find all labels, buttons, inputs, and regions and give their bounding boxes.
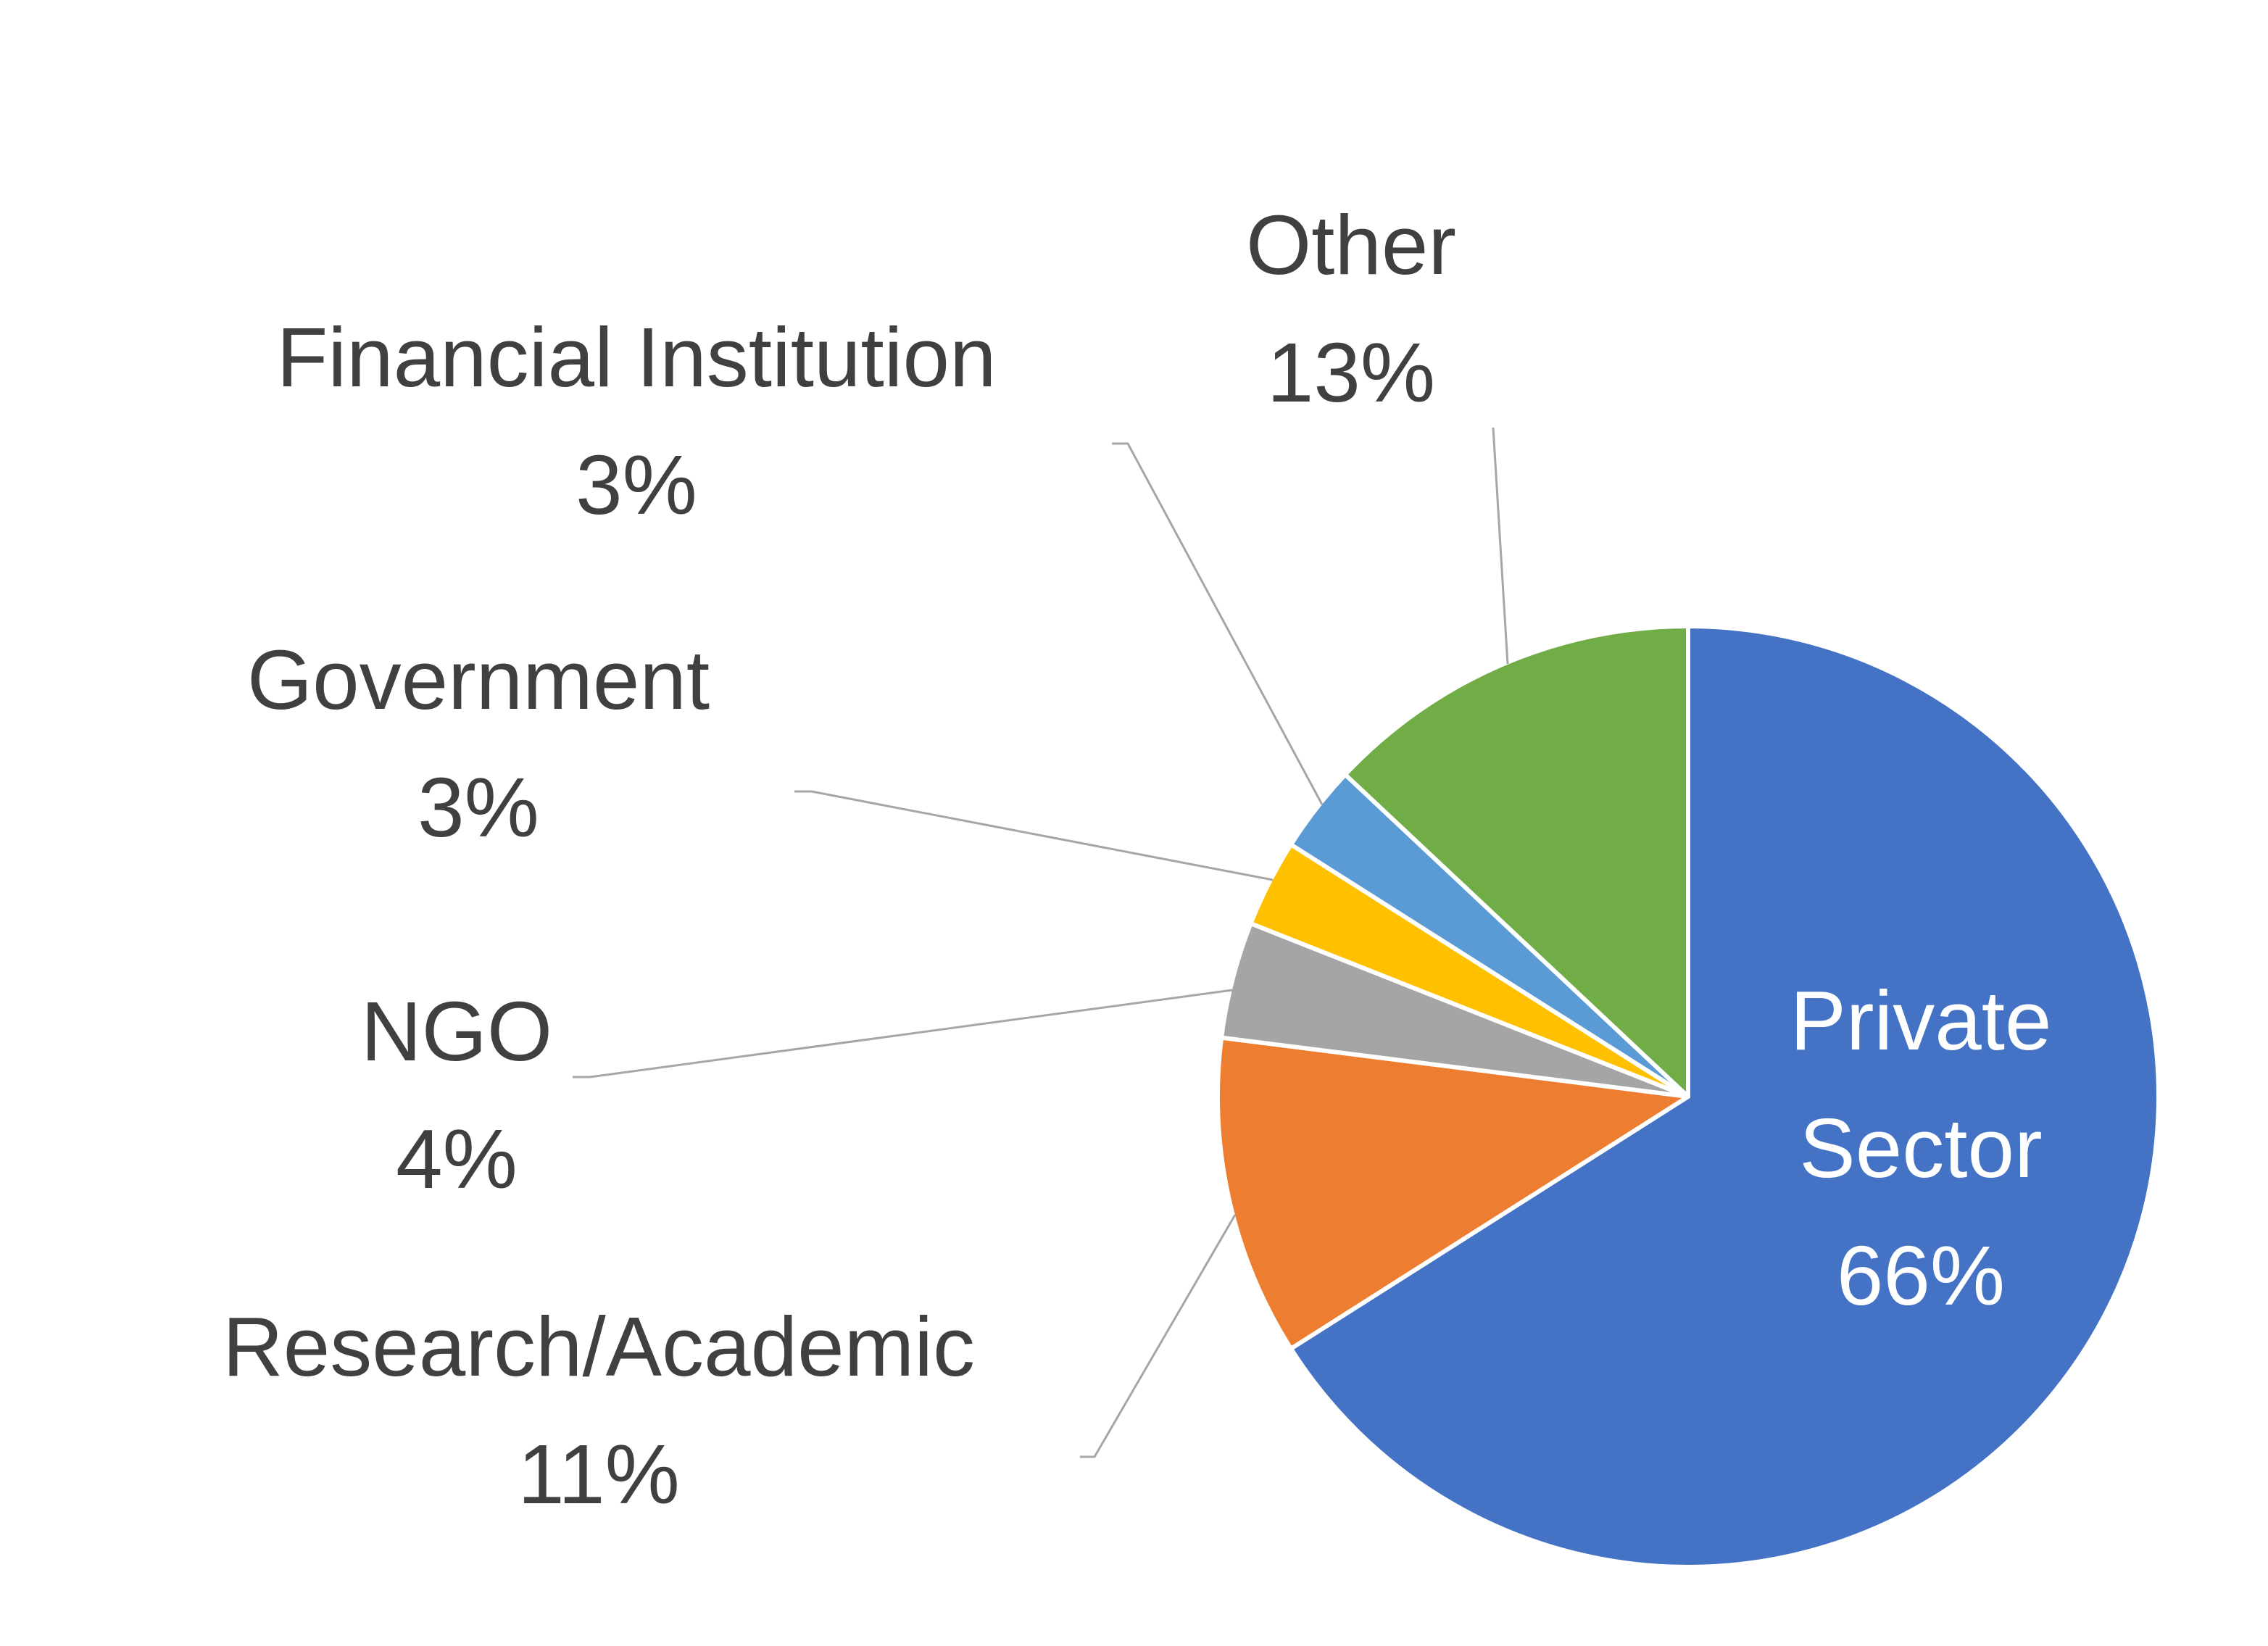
value-label: 3%: [576, 438, 697, 532]
category-label: Private Sector: [1790, 973, 2052, 1195]
pie-slice: [1342, 624, 1690, 1099]
slice-label: Private Sector 66%: [1732, 957, 2109, 1339]
category-label: Other: [1245, 198, 1457, 292]
pie-slice: [1216, 1035, 1690, 1351]
leader-line: [1080, 1214, 1237, 1458]
slice-label: Government 3%: [116, 616, 841, 871]
slice-label: Research/Academic 11%: [91, 1283, 1106, 1538]
category-label: Research/Academic: [223, 1300, 975, 1394]
category-label: Financial Institution: [276, 310, 997, 404]
value-label: 66%: [1836, 1229, 2006, 1323]
pie-slice: [1289, 624, 2161, 1569]
value-label: 4%: [396, 1112, 518, 1206]
leader-line: [1492, 427, 1509, 665]
leader-line: [1112, 442, 1324, 805]
leader-line: [573, 989, 1233, 1078]
value-label: 11%: [518, 1427, 680, 1521]
slice-label: Financial Institution 3%: [165, 294, 1108, 549]
leader-line: [794, 790, 1274, 881]
value-label: 3%: [418, 760, 539, 855]
slice-label: NGO 4%: [203, 968, 710, 1223]
value-label: 13%: [1266, 325, 1436, 420]
category-label: Government: [246, 633, 710, 727]
slice-label: Other 13%: [1097, 181, 1605, 436]
category-label: NGO: [360, 984, 553, 1078]
